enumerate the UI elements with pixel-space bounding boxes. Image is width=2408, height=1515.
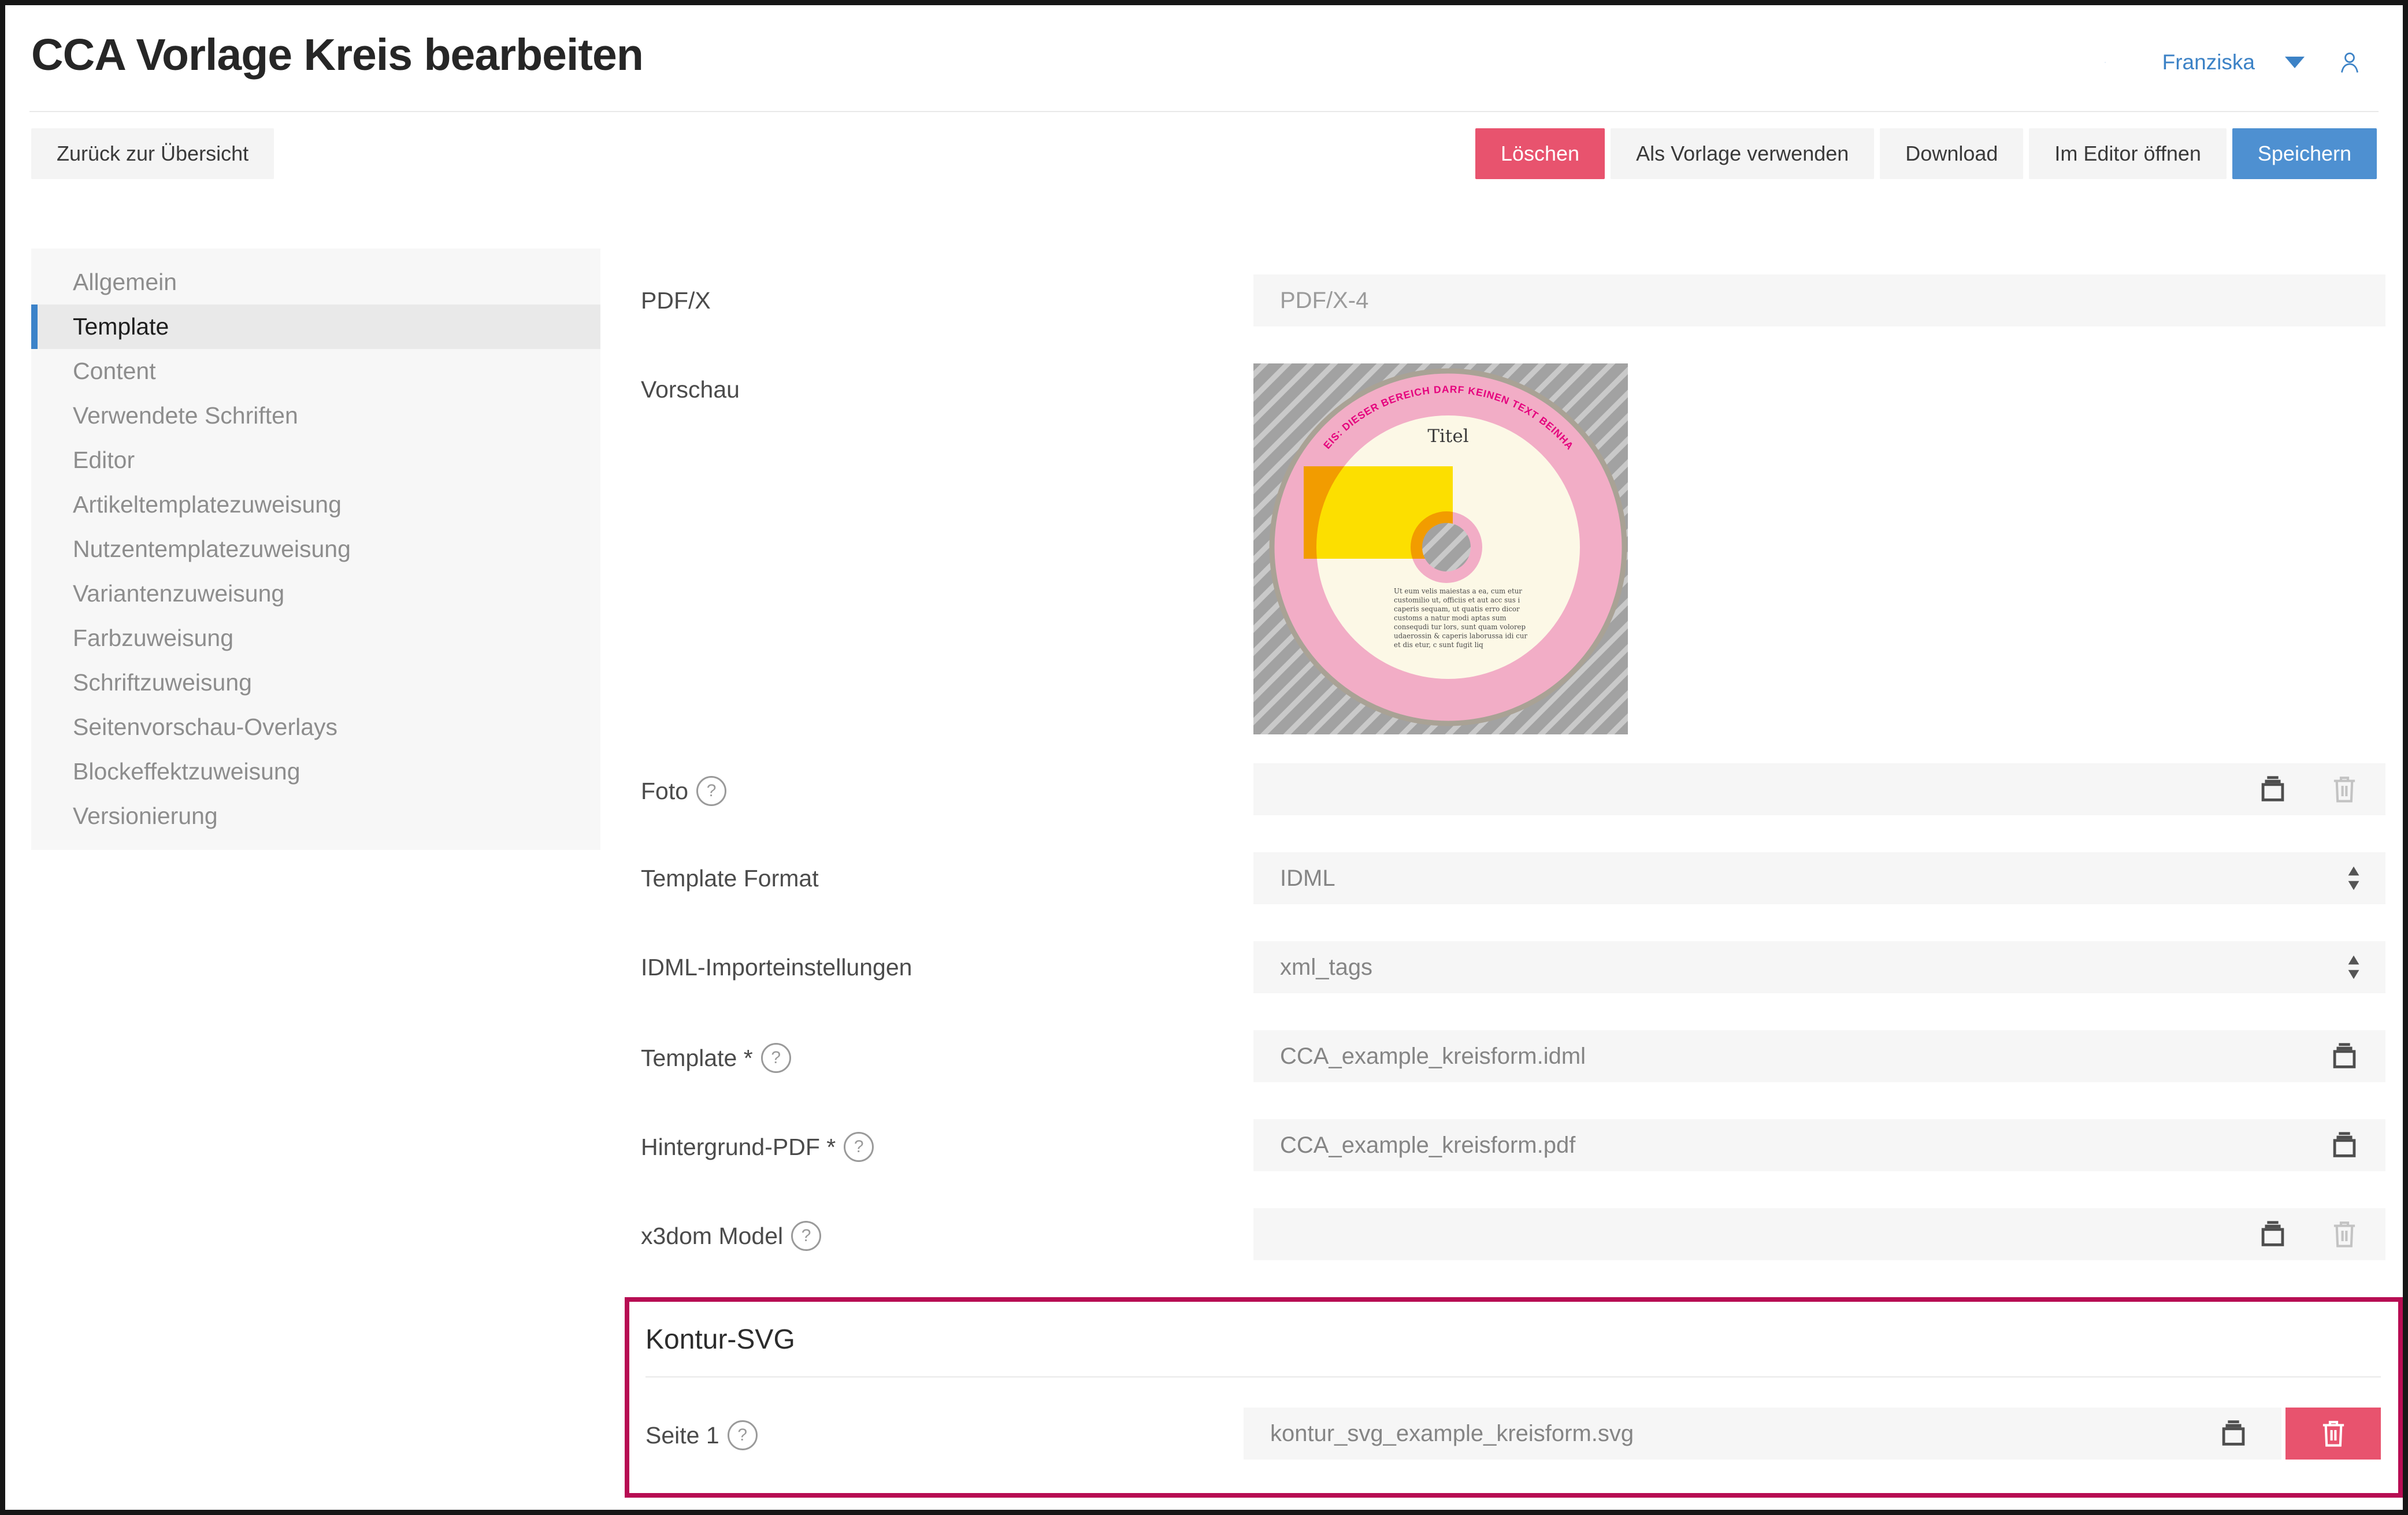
sidebar-item-seitenvorschau-overlays[interactable]: Seitenvorschau-Overlays (73, 714, 338, 740)
template-help-icon[interactable]: ? (760, 1043, 791, 1073)
toolbar: Zurück zur Übersicht Löschen Als Vorlage… (31, 128, 2377, 179)
sidebar-item-versionierung[interactable]: Versionierung (73, 803, 218, 829)
sidebar-item-farbzuweisung[interactable]: Farbzuweisung (73, 625, 234, 651)
back-to-overview-button[interactable]: Zurück zur Übersicht (31, 128, 274, 179)
download-button[interactable]: Download (1880, 128, 2024, 179)
sidebar-item-allgemein[interactable]: Allgemein (73, 269, 177, 295)
svg-text:customs a natur modi aptas sum: customs a natur modi aptas sum (1394, 614, 1507, 622)
row-pdfx: PDF/X PDF/X-4 (641, 274, 2385, 326)
x3dom-help-icon[interactable]: ? (791, 1221, 822, 1251)
sidebar-item-blockeffektzuweisung[interactable]: Blockeffektzuweisung (73, 758, 300, 785)
hintergrund-pdf-browse-archive-icon[interactable] (2327, 1127, 2362, 1163)
template-format-select[interactable]: IDML (1253, 852, 2385, 904)
disc-title-text: Titel (1427, 426, 1468, 447)
disc-preview-image: HINWEIS: DIESER BEREICH DARF KEINEN TEXT… (1253, 363, 1628, 734)
select-updown-icon (2346, 955, 2361, 980)
svg-text:customilio ut, officiis et aut: customilio ut, officiis et aut acc sus i (1394, 596, 1520, 604)
svg-text:caperis sequam, ut quatis erro: caperis sequam, ut quatis erro dicor (1394, 605, 1520, 613)
idml-import-label: IDML-Importeinstellungen (641, 954, 912, 981)
foto-input[interactable] (1253, 763, 2385, 815)
seite-1-delete-button[interactable] (2285, 1408, 2381, 1460)
svg-text:consequdi tur lors, sunt quam: consequdi tur lors, sunt quam volorep (1394, 623, 1526, 631)
open-in-editor-button[interactable]: Im Editor öffnen (2029, 128, 2227, 179)
svg-text:et dis etur, c sunt fugit liq: et dis etur, c sunt fugit liq (1394, 641, 1483, 649)
svg-text:Ut eum velis maiestas a ea, cu: Ut eum velis maiestas a ea, cum etur (1394, 587, 1522, 595)
template-file-label: Template * ? (641, 1030, 1253, 1073)
x3dom-browse-archive-icon[interactable] (2255, 1216, 2291, 1252)
page-title: CCA Vorlage Kreis bearbeiten (31, 30, 644, 80)
disc-body-text: Ut eum velis maiestas a ea, cum etur cus… (1394, 587, 1527, 649)
foto-label: Foto ? (641, 763, 1253, 806)
delete-button[interactable]: Löschen (1475, 128, 1605, 179)
row-template-file: Template * ? CCA_example_kreisform.idml (641, 1030, 2385, 1082)
hintergrund-pdf-help-icon[interactable]: ? (844, 1132, 874, 1162)
sidebar-item-content[interactable]: Content (73, 358, 156, 384)
seite-1-browse-archive-icon[interactable] (2216, 1416, 2251, 1451)
x3dom-trash-icon[interactable] (2327, 1216, 2362, 1252)
pdfx-input[interactable]: PDF/X-4 (1253, 274, 2385, 326)
sidebar-item-artikeltemplatezuweisung[interactable]: Artikeltemplatezuweisung (73, 491, 342, 518)
save-button[interactable]: Speichern (2232, 128, 2377, 179)
template-format-label: Template Format (641, 865, 819, 892)
sidebar-item-editor[interactable]: Editor (73, 447, 135, 473)
user-menu-chevron-down-icon[interactable] (2285, 57, 2305, 68)
x3dom-model-input[interactable] (1253, 1208, 2385, 1260)
template-form: PDF/X PDF/X-4 Vorschau (625, 248, 2403, 1498)
toolbar-actions: Löschen Als Vorlage verwenden Download I… (1475, 128, 2377, 179)
hintergrund-pdf-label: Hintergrund-PDF * ? (641, 1119, 1253, 1162)
header-divider (29, 111, 2379, 112)
user-name[interactable]: Franziska (2162, 50, 2255, 74)
foto-browse-archive-icon[interactable] (2255, 771, 2291, 807)
svg-text:udaerossin & caperis laborussa: udaerossin & caperis laborussa idi cur (1394, 632, 1527, 640)
select-updown-icon (2346, 866, 2361, 891)
user-avatar-icon[interactable] (2327, 44, 2362, 80)
hintergrund-pdf-input[interactable]: CCA_example_kreisform.pdf (1253, 1119, 2385, 1171)
vorschau-label: Vorschau (641, 376, 740, 403)
main-content: Allgemein Template Content Verwendete Sc… (31, 248, 2403, 1498)
template-file-input[interactable]: CCA_example_kreisform.idml (1253, 1030, 2385, 1082)
sidebar-item-nutzentemplatezuweisung[interactable]: Nutzentemplatezuweisung (73, 536, 351, 562)
row-idml-import: IDML-Importeinstellungen xml_tags (641, 941, 2385, 993)
row-foto: Foto ? (641, 763, 2385, 815)
pdfx-label: PDF/X (641, 287, 711, 314)
row-hintergrund-pdf: Hintergrund-PDF * ? CCA_example_kreisfor… (641, 1119, 2385, 1171)
sidebar-item-template[interactable]: Template (31, 305, 600, 349)
seite-1-label: Seite 1 ? (645, 1408, 1244, 1450)
template-browse-archive-icon[interactable] (2327, 1038, 2362, 1074)
trash-icon (2322, 1421, 2344, 1447)
row-template-format: Template Format IDML (641, 852, 2385, 904)
kontur-svg-heading: Kontur-SVG (645, 1324, 795, 1355)
seite-1-help-icon[interactable]: ? (727, 1420, 758, 1450)
row-vorschau: Vorschau (641, 363, 2385, 734)
kontur-svg-highlight-box: Kontur-SVG Seite 1 ? kontur_svg_example_… (625, 1297, 2403, 1498)
x3dom-model-label: x3dom Model ? (641, 1208, 1253, 1251)
row-seite-1: Seite 1 ? kontur_svg_example_kreisform.s… (645, 1408, 2381, 1460)
seite-1-input[interactable]: kontur_svg_example_kreisform.svg (1244, 1408, 2281, 1460)
kontur-divider (645, 1376, 2381, 1377)
sidebar-item-schriftzuweisung[interactable]: Schriftzuweisung (73, 669, 252, 696)
sidebar-item-verwendete-schriften[interactable]: Verwendete Schriften (73, 402, 298, 429)
use-as-template-button[interactable]: Als Vorlage verwenden (1611, 128, 1875, 179)
header: CCA Vorlage Kreis bearbeiten Franziska (5, 5, 2403, 81)
sidebar-item-variantenzuweisung[interactable]: Variantenzuweisung (73, 580, 285, 607)
foto-trash-icon[interactable] (2327, 771, 2362, 807)
notifications-bell-icon[interactable] (2104, 44, 2140, 80)
foto-help-icon[interactable]: ? (696, 776, 727, 806)
row-x3dom-model: x3dom Model ? (641, 1208, 2385, 1260)
sidebar: Allgemein Template Content Verwendete Sc… (31, 248, 600, 850)
header-user-area: Franziska (2104, 44, 2362, 80)
idml-import-select[interactable]: xml_tags (1253, 941, 2385, 993)
